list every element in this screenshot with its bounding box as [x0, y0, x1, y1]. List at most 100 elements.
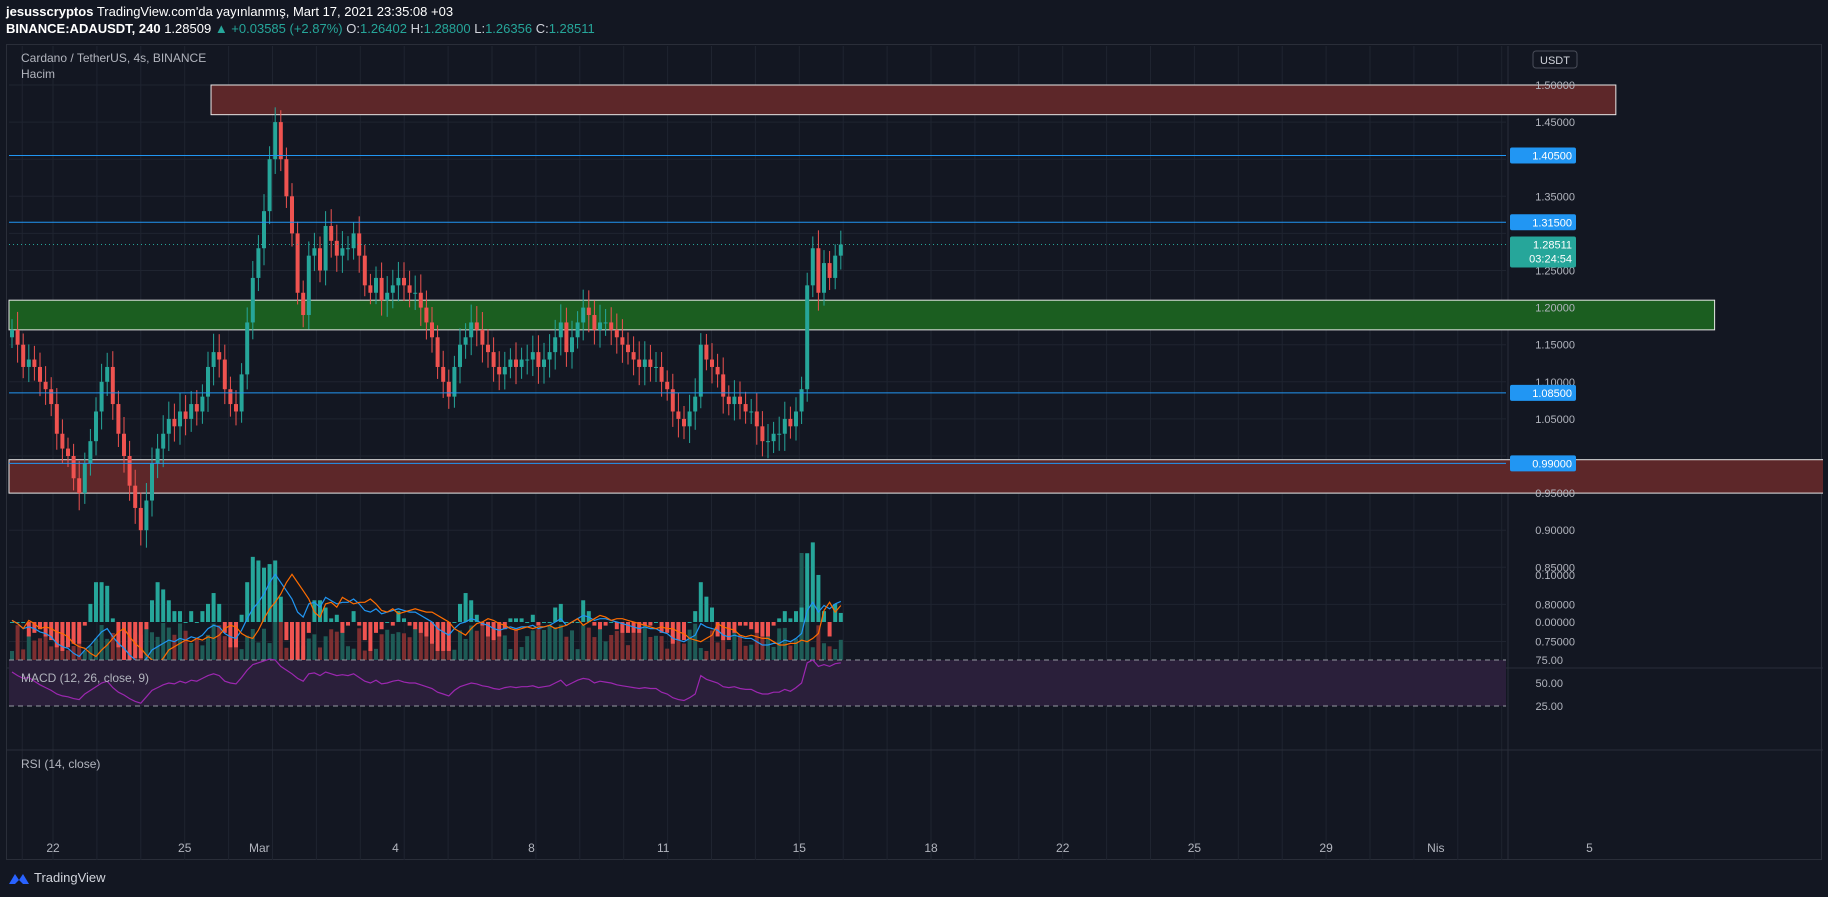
volume-bar	[833, 649, 838, 663]
macd-histogram-bar	[351, 611, 356, 622]
macd-histogram-bar	[385, 622, 390, 623]
candle-body	[598, 322, 602, 330]
macd-tick: 0.00000	[1535, 617, 1575, 629]
macd-histogram-bar	[721, 622, 726, 641]
volume-bar	[609, 634, 614, 663]
volume-bar	[396, 632, 401, 663]
candle-body	[346, 248, 350, 250]
macd-histogram-bar	[693, 611, 698, 622]
author-name[interactable]: jesusscryptos	[6, 4, 94, 19]
volume-bar	[379, 634, 384, 663]
macd-histogram-bar	[743, 622, 748, 626]
volume-bar	[805, 608, 810, 663]
high-label: H:	[410, 21, 424, 36]
volume-bar	[698, 648, 703, 663]
macd-histogram-bar	[155, 582, 160, 622]
volume-bar	[166, 627, 171, 663]
tradingview-logo[interactable]: TradingView	[8, 870, 106, 885]
macd-histogram-bar	[234, 622, 238, 648]
volume-bar	[351, 648, 356, 663]
macd-histogram-bar	[715, 622, 720, 637]
volume-bar	[71, 645, 76, 663]
candle-body	[553, 337, 558, 353]
macd-histogram-bar	[43, 622, 48, 637]
candle-body	[732, 396, 737, 405]
signal-line	[11, 573, 842, 666]
candle-body	[318, 248, 322, 271]
macd-histogram-bar	[441, 622, 446, 651]
volume-bar	[536, 629, 541, 663]
rsi-legend[interactable]: RSI (14, close)	[21, 757, 101, 771]
tradingview-icon	[9, 873, 29, 884]
candle-body	[82, 463, 87, 494]
candle-body	[642, 359, 647, 367]
symbol-line: BINANCE:ADAUSDT, 240 1.28509 ▲ +0.03585 …	[6, 21, 595, 36]
candle-body	[66, 448, 70, 456]
rsi-tick: 25.00	[1535, 701, 1563, 713]
volume-bar	[424, 628, 429, 663]
candle-body	[273, 122, 278, 160]
volume-bar	[234, 639, 238, 663]
time-tick: 11	[657, 841, 670, 855]
candle-body	[200, 396, 205, 412]
price-tags: 1.40500 1.31500 1.08500 0.99000 1.28511 03:24…	[1510, 147, 1576, 472]
volume-bar	[458, 630, 462, 663]
volume-legend[interactable]: Hacim	[21, 67, 56, 81]
macd-histogram-bar	[295, 622, 300, 688]
macd-histogram-bar	[424, 622, 429, 637]
volume-bar	[816, 625, 821, 663]
macd-histogram-bar	[777, 618, 782, 622]
candle-body	[228, 389, 233, 405]
volume-bar	[693, 623, 698, 663]
candle-body	[323, 225, 328, 271]
chart-area[interactable]: USDT 1.50000 1.45000 1.35000 1.25000 1.20000 1…	[6, 44, 1823, 861]
symbol-legend[interactable]: Cardano / TetherUS, 4s, BINANCE	[21, 51, 207, 65]
rsi-line	[11, 658, 841, 704]
candle-body	[357, 233, 362, 256]
candle-body	[418, 292, 423, 308]
macd-histogram-bar	[183, 622, 188, 623]
countdown-label: 03:24:54	[1529, 253, 1572, 265]
chart-canvas[interactable]: USDT1.500001.450001.350001.250001.200001…	[7, 45, 1823, 861]
candle-body	[116, 404, 121, 434]
macd-histogram-bar	[379, 622, 384, 630]
candle-body	[127, 456, 132, 486]
volume-bar	[581, 625, 586, 663]
macd-histogram-bar	[66, 622, 70, 648]
macd-histogram-bar	[598, 622, 602, 630]
volume-bar	[26, 635, 31, 663]
macd-histogram-bar	[390, 622, 395, 626]
macd-histogram-bar	[474, 614, 479, 622]
macd-histogram-bar	[519, 618, 524, 622]
volume-bar	[222, 636, 227, 663]
price-tick: 1.15000	[1535, 340, 1575, 352]
volume-bar	[262, 628, 266, 663]
volume-bar	[620, 624, 625, 663]
candle-body	[609, 322, 614, 330]
volume-bar	[491, 636, 496, 663]
macd-histogram-bar	[306, 622, 311, 633]
macd-legend[interactable]: MACD (12, 26, close, 9)	[21, 671, 150, 685]
volume-bar	[32, 640, 37, 663]
macd-histogram-bar	[553, 607, 558, 622]
macd-histogram-bar	[799, 607, 804, 622]
volume-bar	[340, 627, 345, 663]
time-tick: 22	[46, 841, 60, 855]
volume-bar	[21, 649, 26, 663]
macd-histogram-bar	[581, 600, 586, 622]
candle-body	[603, 322, 608, 324]
macd-histogram-bar	[267, 564, 272, 622]
candle-body	[26, 359, 31, 367]
volume-bar	[200, 645, 205, 663]
volume-bar	[402, 633, 406, 663]
time-tick: Nis	[1427, 841, 1444, 855]
volume-bar	[10, 651, 14, 663]
macd-histogram-bar	[301, 622, 306, 680]
macd-histogram-bar	[754, 622, 759, 633]
volume-bar	[105, 638, 110, 663]
last-price: 1.28509	[164, 21, 212, 36]
open-value: 1.26402	[359, 21, 407, 36]
candle-body	[329, 225, 334, 241]
candle-body	[110, 366, 115, 405]
volume-bar	[430, 634, 434, 663]
